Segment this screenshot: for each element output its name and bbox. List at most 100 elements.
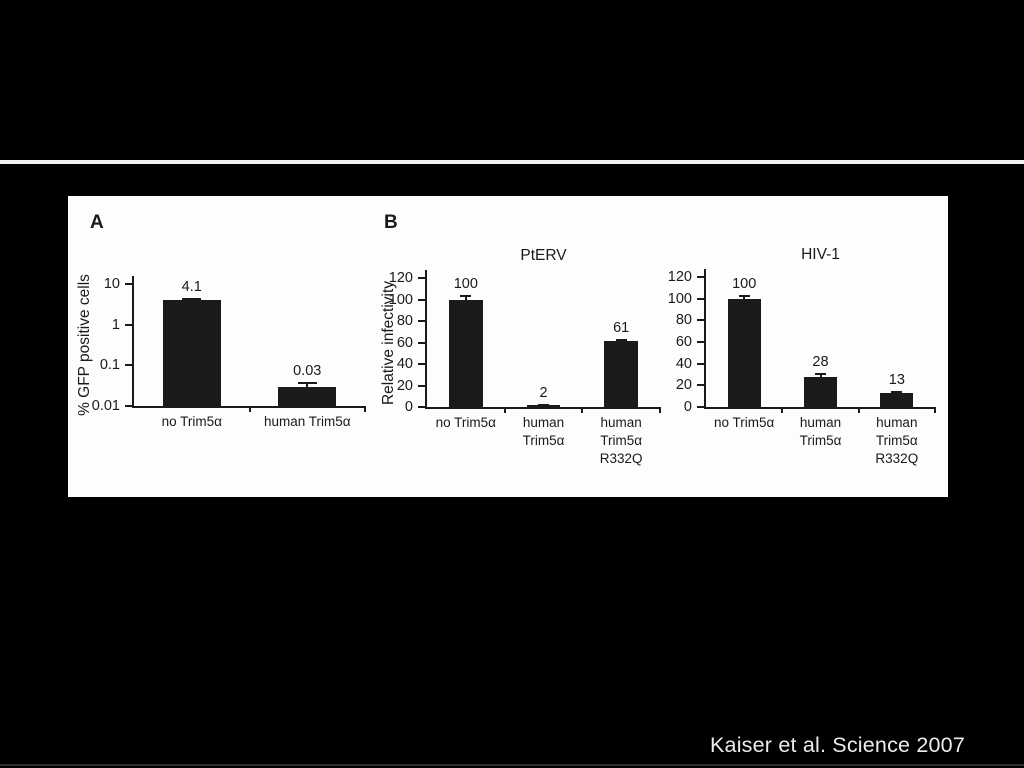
- category-label: human Trim5α: [522, 415, 565, 448]
- error-bar-stem: [620, 339, 623, 345]
- category-label: human Trim5α R332Q: [599, 415, 643, 466]
- y-tick-label: 40: [396, 356, 413, 372]
- y-tick-label: 0: [404, 399, 413, 415]
- x-axis-line: [704, 407, 935, 409]
- y-tick-mark: [697, 384, 704, 387]
- bar-value-label: 13: [888, 371, 905, 388]
- chart-gfp-positive-cells: % GFP positive cells 10 1 0.1 0.01 4.1 no Trim…: [76, 274, 366, 429]
- error-bar-cap: [738, 295, 750, 298]
- x-tick-mark: [781, 407, 784, 413]
- x-tick-mark: [934, 407, 936, 413]
- y-tick-label: 1: [111, 316, 120, 333]
- bar-value-label: 61: [613, 320, 630, 337]
- chart-title: PtERV: [520, 247, 567, 264]
- category-label: no Trim5α: [714, 415, 775, 430]
- chart-title: HIV-1: [801, 246, 840, 263]
- y-tick-label: 120: [388, 270, 413, 286]
- error-bar-cap: [537, 403, 549, 406]
- bar-value-label: 28: [812, 354, 829, 371]
- y-tick-mark: [125, 405, 132, 407]
- bottom-divider-line: [0, 764, 1024, 766]
- panel-b-label: B: [384, 212, 398, 233]
- y-tick-mark: [125, 323, 132, 326]
- y-tick-mark: [418, 384, 425, 387]
- y-tick-mark: [697, 276, 704, 278]
- panel-a-label: A: [90, 212, 104, 233]
- y-tick-label: 40: [675, 355, 692, 372]
- chart-hiv1: HIV-1 120 100 80 60 40 20 0 100 no Trim5α 28 human …: [668, 246, 936, 466]
- bar: [604, 341, 638, 407]
- y-tick-label: 20: [675, 377, 692, 394]
- error-bar-stem: [542, 403, 545, 408]
- y-tick-label: 100: [388, 291, 413, 308]
- y-tick-label: 0.1: [99, 357, 120, 374]
- y-axis-label: % GFP positive cells: [76, 274, 93, 416]
- x-tick-mark: [857, 407, 860, 413]
- y-tick-label: 0.01: [91, 398, 120, 414]
- y-tick-mark: [125, 364, 132, 367]
- y-tick-label: 0: [683, 399, 692, 415]
- y-tick-mark: [697, 341, 704, 343]
- y-tick-label: 120: [667, 269, 692, 285]
- bar-value-label: 100: [453, 276, 478, 293]
- y-tick-label: 80: [675, 312, 692, 329]
- chart-pterv: PtERV Relative infectivity 120 100 80 60 40 20 0…: [380, 247, 661, 466]
- bar-value-label: 2: [539, 384, 548, 401]
- bar: [880, 392, 914, 407]
- y-tick-mark: [697, 319, 704, 322]
- y-tick-label: 80: [396, 313, 413, 329]
- bar: [727, 298, 761, 407]
- bar: [162, 299, 221, 406]
- error-bar-cap: [182, 298, 202, 301]
- error-bar-cap: [615, 339, 627, 342]
- y-tick-mark: [125, 283, 132, 285]
- error-bar-stem: [306, 382, 309, 390]
- error-bar-stem: [190, 298, 193, 303]
- category-label: no Trim5α: [161, 414, 222, 429]
- y-axis-line: [425, 270, 427, 407]
- y-tick-mark: [418, 277, 425, 279]
- figure-panel: A B % GFP positive cells 10 1 0.1 0.01 4.1 no …: [68, 196, 948, 497]
- bar: [804, 376, 837, 407]
- bar-value-label: 100: [732, 276, 757, 293]
- x-tick-mark: [364, 406, 366, 412]
- category-label: no Trim5α: [435, 415, 496, 430]
- x-tick-mark: [503, 407, 506, 413]
- category-label: human Trim5α: [263, 414, 351, 429]
- x-tick-mark: [659, 407, 661, 413]
- error-bar-cap: [460, 295, 472, 298]
- error-bar-cap: [815, 373, 826, 376]
- category-label: human Trim5α: [799, 415, 842, 448]
- y-axis-line: [704, 269, 706, 407]
- y-tick-label: 60: [675, 334, 692, 350]
- error-bar-cap: [297, 382, 317, 385]
- y-tick-mark: [697, 297, 704, 300]
- y-tick-mark: [418, 341, 425, 344]
- y-tick-mark: [418, 298, 425, 301]
- y-tick-mark: [697, 362, 704, 365]
- bar-value-label: 0.03: [293, 363, 322, 380]
- y-axis-line: [132, 276, 134, 406]
- error-bar-stem: [743, 295, 746, 302]
- error-bar-cap: [891, 390, 903, 393]
- bar: [449, 299, 483, 407]
- x-axis-line: [425, 407, 660, 409]
- top-divider-line: [0, 160, 1024, 164]
- x-tick-mark: [581, 407, 584, 413]
- y-tick-label: 60: [396, 334, 413, 351]
- y-tick-mark: [418, 320, 425, 322]
- error-bar-stem: [464, 295, 467, 303]
- y-tick-label: 10: [103, 276, 120, 292]
- error-bar-stem: [895, 390, 898, 396]
- y-tick-label: 20: [396, 377, 413, 394]
- y-tick-mark: [418, 406, 425, 408]
- y-tick-label: 100: [667, 290, 692, 307]
- y-tick-mark: [418, 363, 425, 365]
- y-tick-mark: [697, 406, 704, 408]
- category-label: human Trim5α R332Q: [875, 415, 919, 466]
- bar-value-label: 4.1: [181, 279, 202, 296]
- x-tick-mark: [248, 406, 251, 412]
- citation-text: Kaiser et al. Science 2007: [710, 733, 965, 757]
- error-bar-stem: [819, 373, 822, 380]
